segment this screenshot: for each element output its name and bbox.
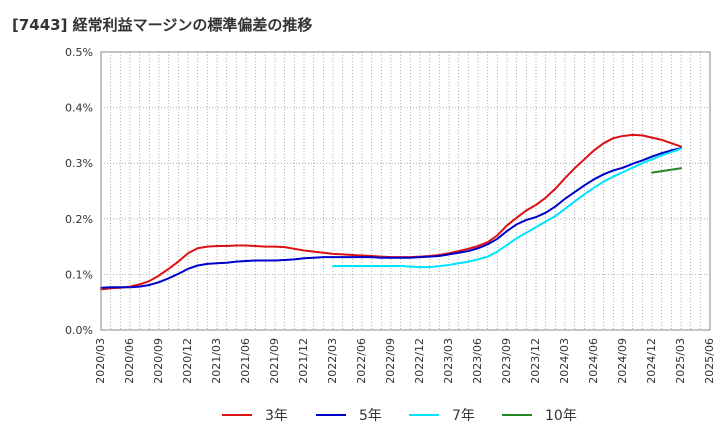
legend-item-2: 7年 xyxy=(409,403,475,427)
x-tick-label: 2024/12 xyxy=(645,338,658,384)
legend-label: 10年 xyxy=(545,408,577,424)
x-tick-label: 2020/12 xyxy=(181,338,194,384)
plot-frame xyxy=(100,51,711,331)
legend-label: 3年 xyxy=(265,408,288,424)
x-tick-label: 2022/03 xyxy=(326,338,339,384)
x-tick-label: 2021/09 xyxy=(268,338,281,384)
legend-item-3: 10年 xyxy=(502,403,577,427)
x-tick-label: 2020/03 xyxy=(94,338,107,384)
x-tick-label: 2025/03 xyxy=(674,338,687,384)
legend-swatch xyxy=(409,414,439,416)
legend-label: 5年 xyxy=(359,408,382,424)
legend-item-1: 5年 xyxy=(316,403,382,427)
series-line-1 xyxy=(100,147,682,289)
y-tick-label: 0.5% xyxy=(65,46,93,59)
x-tick-label: 2020/09 xyxy=(152,338,165,384)
x-axis: 2020/03 2020/06 2020/09 2020/12 2021/03 2021/… xyxy=(94,338,716,384)
y-axis: 0.0% 0.1% 0.2% 0.3% 0.4% 0.5% xyxy=(65,46,93,337)
x-tick-label: 2023/12 xyxy=(529,338,542,384)
y-tick-label: 0.1% xyxy=(65,268,93,281)
x-tick-label: 2024/03 xyxy=(558,338,571,384)
series-line-2 xyxy=(332,147,682,269)
x-tick-label: 2024/09 xyxy=(616,338,629,384)
x-tick-label: 2021/06 xyxy=(239,338,252,384)
x-tick-label: 2022/06 xyxy=(355,338,368,384)
x-tick-label: 2020/06 xyxy=(123,338,136,384)
y-tick-label: 0.3% xyxy=(65,157,93,170)
legend-label: 7年 xyxy=(452,408,475,424)
legend-item-0: 3年 xyxy=(222,403,288,427)
legend-swatch xyxy=(316,414,346,416)
x-tick-label: 2022/12 xyxy=(413,338,426,384)
x-tick-label: 2022/09 xyxy=(384,338,397,384)
legend-swatch xyxy=(502,414,532,416)
series-line-3 xyxy=(651,167,682,174)
y-tick-label: 0.2% xyxy=(65,213,93,226)
x-tick-label: 2025/06 xyxy=(703,338,716,384)
x-tick-label: 2023/09 xyxy=(500,338,513,384)
series-lines xyxy=(100,133,682,291)
x-tick-label: 2024/06 xyxy=(587,338,600,384)
x-tick-label: 2023/03 xyxy=(442,338,455,384)
x-tick-label: 2021/03 xyxy=(210,338,223,384)
legend: 3年 5年 7年 10年 xyxy=(0,403,720,427)
y-tick-label: 0.4% xyxy=(65,102,93,115)
chart-title: [7443] 経常利益マージンの標準偏差の推移 xyxy=(12,16,313,34)
y-tick-label: 0.0% xyxy=(65,324,93,337)
grid xyxy=(101,52,710,330)
x-tick-label: 2023/06 xyxy=(471,338,484,384)
legend-swatch xyxy=(222,414,252,416)
x-tick-label: 2021/12 xyxy=(297,338,310,384)
